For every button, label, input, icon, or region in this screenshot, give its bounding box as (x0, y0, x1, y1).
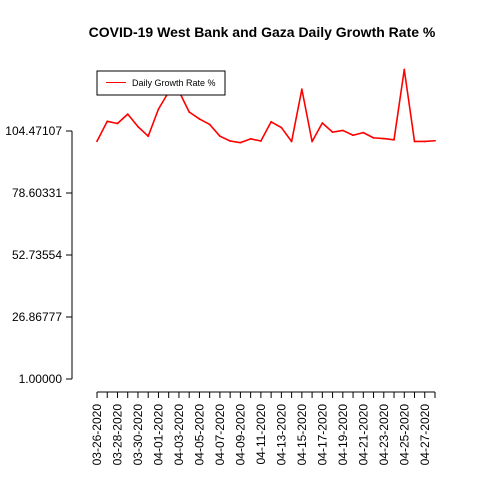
data-point (414, 141, 416, 143)
x-tick-label: 04-01-2020 (151, 404, 165, 466)
data-point (342, 130, 344, 132)
y-tick-label: 104.47107 (5, 124, 62, 138)
x-tick-label: 04-25-2020 (397, 404, 411, 466)
data-point (188, 111, 190, 113)
data-point (434, 140, 436, 142)
data-point (291, 141, 293, 143)
data-point (321, 122, 323, 124)
data-point (229, 140, 231, 142)
data-point (158, 108, 160, 110)
data-point (393, 139, 395, 141)
data-point (301, 88, 303, 90)
data-point (137, 126, 139, 128)
data-point (383, 138, 385, 140)
data-point (209, 124, 211, 126)
x-tick-label: 04-23-2020 (377, 404, 391, 466)
legend: Daily Growth Rate % (97, 71, 225, 95)
x-tick-label: 04-15-2020 (295, 404, 309, 466)
y-axis: 1.00000 26.86777 52.73554 78.60331 104.47107 (5, 124, 72, 386)
x-tick-label: 04-17-2020 (315, 404, 329, 466)
data-point (362, 132, 364, 134)
data-point (147, 135, 149, 137)
data-point (96, 140, 98, 142)
data-point (117, 123, 119, 125)
x-tick-label: 04-21-2020 (356, 404, 370, 466)
x-tick-label: 04-05-2020 (192, 404, 206, 466)
legend-entry: Daily Growth Rate % (132, 78, 216, 88)
y-tick-label: 1.00000 (19, 372, 63, 386)
x-tick-label: 03-26-2020 (90, 404, 104, 466)
chart-title: COVID-19 West Bank and Gaza Daily Growth… (89, 24, 436, 40)
data-point (373, 137, 375, 139)
data-point (260, 140, 262, 142)
data-point (199, 118, 201, 120)
data-point (270, 121, 272, 123)
x-tick-label: 04-11-2020 (254, 404, 268, 465)
x-tick-label: 04-09-2020 (233, 404, 247, 466)
data-point (424, 141, 426, 143)
x-tick-label: 04-07-2020 (213, 404, 227, 466)
x-tick-label: 04-19-2020 (336, 404, 350, 466)
data-point (352, 134, 354, 136)
data-point (106, 120, 108, 122)
data-point (311, 141, 313, 143)
x-tick-label: 04-13-2020 (274, 404, 288, 466)
x-tick-label: 04-27-2020 (418, 404, 432, 466)
data-point (250, 138, 252, 140)
data-point (403, 69, 405, 71)
data-point (239, 142, 241, 144)
x-tick-label: 03-28-2020 (110, 404, 124, 466)
x-tick-label: 04-03-2020 (172, 404, 186, 466)
y-tick-label: 78.60331 (12, 186, 62, 200)
data-point (127, 113, 129, 115)
data-point (280, 127, 282, 129)
x-tick-label: 03-30-2020 (131, 404, 145, 466)
x-axis: 03-26-2020 03-28-2020 03-30-2020 04-01-2020… (90, 392, 435, 465)
data-point (332, 131, 334, 133)
y-tick-label: 52.73554 (12, 248, 62, 262)
y-tick-label: 26.86777 (12, 310, 62, 324)
data-point (219, 135, 221, 137)
